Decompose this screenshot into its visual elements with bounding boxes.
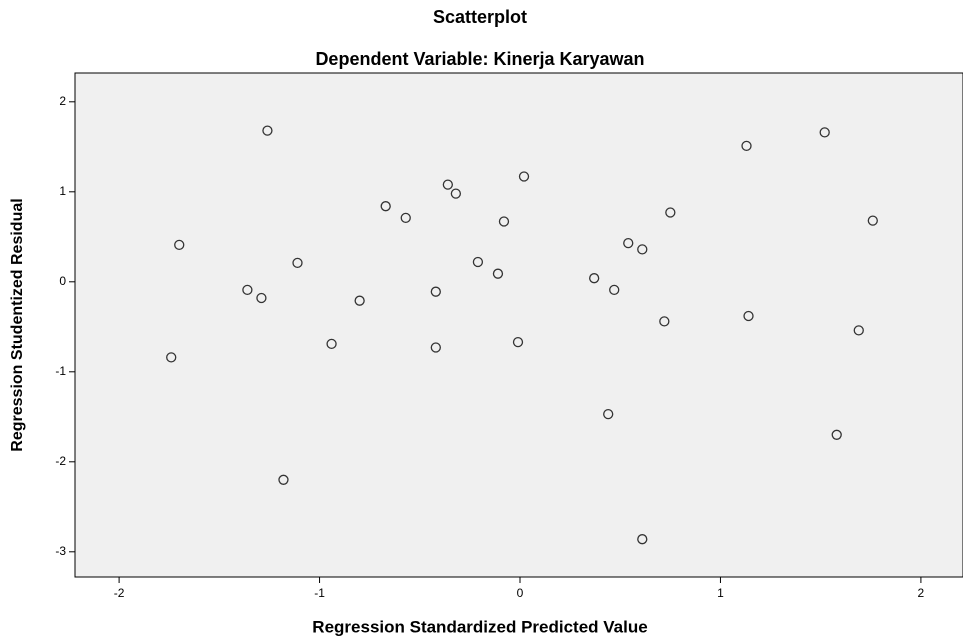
- scatter-point: [400, 212, 411, 224]
- scatter-point: [430, 286, 441, 297]
- scatter-point: [442, 179, 453, 190]
- y-tick-label: -2: [55, 454, 66, 468]
- y-tick-label: -3: [55, 544, 66, 558]
- scatter-point: [637, 244, 648, 255]
- scatter-point: [326, 338, 337, 350]
- scatter-point: [354, 295, 365, 306]
- scatter-point: [819, 127, 830, 138]
- scatter-point: [867, 215, 878, 226]
- scatter-point: [853, 325, 864, 336]
- scatter-point: [450, 188, 462, 199]
- scatter-point: [166, 352, 177, 363]
- scatter-point: [492, 268, 504, 279]
- scatter-point: [512, 336, 524, 348]
- scatter-point: [637, 534, 648, 545]
- scatter-point: [472, 256, 484, 268]
- scatter-point: [659, 316, 670, 327]
- scatter-point: [518, 171, 530, 182]
- scatter-point: [380, 201, 391, 212]
- y-axis-label: Regression Studentized Residual: [9, 198, 26, 451]
- scatter-point: [278, 474, 289, 485]
- scatter-point: [256, 292, 267, 304]
- y-tick-label: 2: [59, 94, 66, 108]
- scatter-point: [623, 237, 634, 249]
- scatter-point: [741, 140, 752, 152]
- y-tick-label: -1: [55, 364, 66, 378]
- scatter-point: [743, 310, 754, 322]
- y-tick-label: 1: [59, 184, 66, 198]
- scatter-point: [242, 284, 253, 296]
- scatter-point: [430, 342, 441, 353]
- x-tick-label: 0: [517, 586, 524, 600]
- scatter-point: [174, 239, 185, 251]
- scatter-point: [589, 273, 600, 284]
- x-tick-label: 2: [918, 586, 925, 600]
- scatter-point: [609, 284, 620, 296]
- scatter-point: [292, 257, 303, 269]
- y-tick-label: 0: [59, 274, 66, 288]
- chart-title: Scatterplot: [433, 7, 527, 27]
- scatter-point: [603, 408, 614, 420]
- x-tick-label: -2: [114, 586, 125, 600]
- x-tick-label: -1: [314, 586, 325, 600]
- scatter-point: [262, 125, 273, 136]
- x-tick-label: 1: [717, 586, 724, 600]
- plot-area: [74, 72, 963, 578]
- scatter-point: [831, 429, 842, 440]
- x-axis-label: Regression Standardized Predicted Value: [312, 617, 647, 636]
- scatter-point: [498, 216, 510, 227]
- chart-subtitle: Dependent Variable: Kinerja Karyawan: [315, 49, 644, 69]
- scatter-point: [665, 207, 676, 218]
